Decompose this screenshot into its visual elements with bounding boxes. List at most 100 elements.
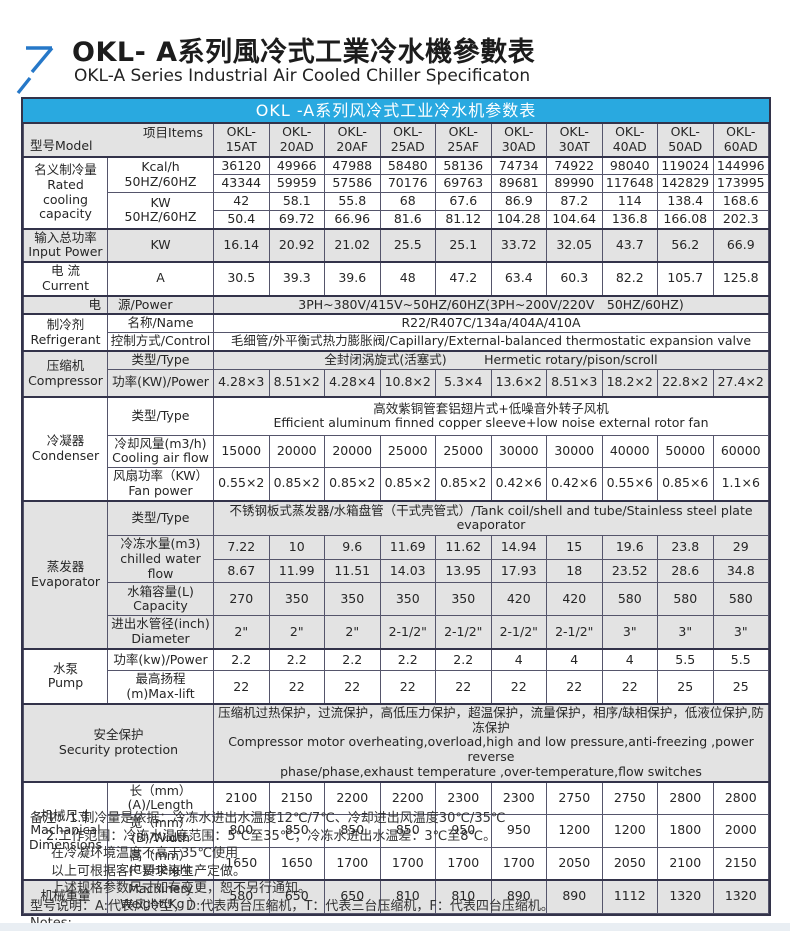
row-group-label: 压缩机 Compressor <box>23 349 108 398</box>
value-cell: 850 <box>268 814 325 848</box>
value-cell: 350 <box>435 582 492 617</box>
value-cell: 202.3 <box>712 209 769 230</box>
corner-items-label: 项目Items <box>143 125 203 140</box>
value-cell: 42 <box>213 192 270 211</box>
merged-value-cell: 压缩机过热保护，过流保护，高低压力保护，超温保护，流量保护，相序/缺相保护，低液… <box>213 702 769 782</box>
value-cell: 2100 <box>657 846 714 881</box>
value-cell: 1320 <box>712 879 769 914</box>
value-cell: 11.51 <box>324 558 381 584</box>
model-header-cell: OKL- 15AT <box>213 122 270 157</box>
row-item-label: 名称/Name <box>107 313 214 334</box>
value-cell: 86.9 <box>490 192 547 211</box>
value-cell: 580 <box>601 582 658 617</box>
value-cell: 580 <box>657 582 714 617</box>
value-cell: 4.28×3 <box>213 368 270 398</box>
value-cell: 25.5 <box>379 227 436 263</box>
value-cell: 27.4×2 <box>712 368 769 398</box>
value-cell: 19.6 <box>601 535 658 560</box>
value-cell: 2200 <box>379 780 436 815</box>
value-cell: 22 <box>435 670 492 705</box>
value-cell: 5.5 <box>657 647 714 672</box>
value-cell: 58480 <box>379 155 436 176</box>
value-cell: 23.8 <box>657 535 714 560</box>
page-subtitle: OKL-A Series Industrial Air Cooled Chill… <box>74 66 531 86</box>
value-cell: 2.2 <box>268 647 325 672</box>
value-cell: 15000 <box>213 434 270 468</box>
value-cell: 2" <box>268 615 325 650</box>
row-item-label: 进出水管径(inch) Diameter <box>107 615 214 650</box>
value-cell: 43.7 <box>601 227 658 263</box>
value-cell: 36120 <box>213 155 270 176</box>
value-cell: 1650 <box>268 846 325 881</box>
value-cell: 650 <box>324 879 381 914</box>
value-cell: 104.64 <box>546 209 603 230</box>
value-cell: 890 <box>490 879 547 914</box>
value-cell: 4 <box>490 647 547 672</box>
value-cell: 2-1/2" <box>546 615 603 650</box>
value-cell: 74734 <box>490 155 547 176</box>
value-cell: 420 <box>546 582 603 617</box>
value-cell: 89990 <box>546 174 603 193</box>
note-line: 备注：1.制冷量是依据：冷冻水进出水温度12℃/7℃、冷却进出风温度30℃/35… <box>30 811 506 826</box>
value-cell: 22 <box>601 670 658 705</box>
row-item-label: 功率(KW)/Power <box>107 368 214 398</box>
value-cell: 20000 <box>268 434 325 468</box>
note-line: 型号说明：A:代表风冷型，D:代表两台压缩机，T：代表三台压缩机，F：代表四台压… <box>30 898 554 914</box>
value-cell: 104.28 <box>490 209 547 230</box>
value-cell: 50000 <box>657 434 714 468</box>
value-cell: 69.72 <box>268 209 325 230</box>
value-cell: 1112 <box>601 879 658 914</box>
value-cell: 30.5 <box>213 261 270 296</box>
model-header-cell: OKL- 30AT <box>546 122 603 157</box>
row-item-label: 宽（mm）(B)/Width <box>107 814 214 848</box>
value-cell: 43344 <box>213 174 270 193</box>
value-cell: 5.5 <box>712 647 769 672</box>
value-cell: 3" <box>712 615 769 650</box>
value-cell: 2" <box>324 615 381 650</box>
value-cell: 114 <box>601 192 658 211</box>
value-cell: 2750 <box>546 780 603 815</box>
value-cell: 350 <box>379 582 436 617</box>
value-cell: 2200 <box>324 780 381 815</box>
value-cell: 58136 <box>435 155 492 176</box>
model-header-cell: OKL- 25AD <box>379 122 436 157</box>
value-cell: 8.51×3 <box>546 368 603 398</box>
value-cell: 89681 <box>490 174 547 193</box>
value-cell: 2150 <box>268 780 325 815</box>
spec-table-wrap: OKL -A系列风冷式工业冷水机参数表 型号Model 项目Items OKL- 1… <box>21 97 771 916</box>
value-cell: 22 <box>379 670 436 705</box>
value-cell: 55.8 <box>324 192 381 211</box>
value-cell: 3" <box>657 615 714 650</box>
value-cell: 4 <box>546 647 603 672</box>
row-group-label: 机械重量 <box>23 879 108 914</box>
value-cell: 2" <box>213 615 270 650</box>
row-group-label: 冷凝器 Condenser <box>23 396 108 501</box>
value-cell: 25 <box>657 670 714 705</box>
model-header-cell: OKL- 50AD <box>657 122 714 157</box>
value-cell: 117648 <box>601 174 658 193</box>
row-group-label: 安全保护 Security protection <box>23 702 214 782</box>
value-cell: 0.85×6 <box>657 467 714 501</box>
row-item-label: 类型/Type <box>107 499 214 536</box>
value-cell: 81.6 <box>379 209 436 230</box>
value-cell: 0.42×6 <box>490 467 547 501</box>
value-cell: 10 <box>268 535 325 560</box>
value-cell: 25000 <box>379 434 436 468</box>
value-cell: 850 <box>379 814 436 848</box>
value-cell: 2.2 <box>324 647 381 672</box>
value-cell: 87.2 <box>546 192 603 211</box>
value-cell: 0.85×2 <box>435 467 492 501</box>
value-cell: 66.9 <box>712 227 769 263</box>
value-cell: 49966 <box>268 155 325 176</box>
value-cell: 166.08 <box>657 209 714 230</box>
value-cell: 0.85×2 <box>324 467 381 501</box>
model-header-cell: OKL- 20AD <box>268 122 325 157</box>
bottom-strip <box>0 923 790 931</box>
value-cell: 25000 <box>435 434 492 468</box>
row-group-label: 电 流 Current <box>23 261 108 296</box>
value-cell: 74922 <box>546 155 603 176</box>
value-cell: 2-1/2" <box>435 615 492 650</box>
value-cell: 2.2 <box>435 647 492 672</box>
value-cell: 810 <box>379 879 436 914</box>
value-cell: 1200 <box>546 814 603 848</box>
